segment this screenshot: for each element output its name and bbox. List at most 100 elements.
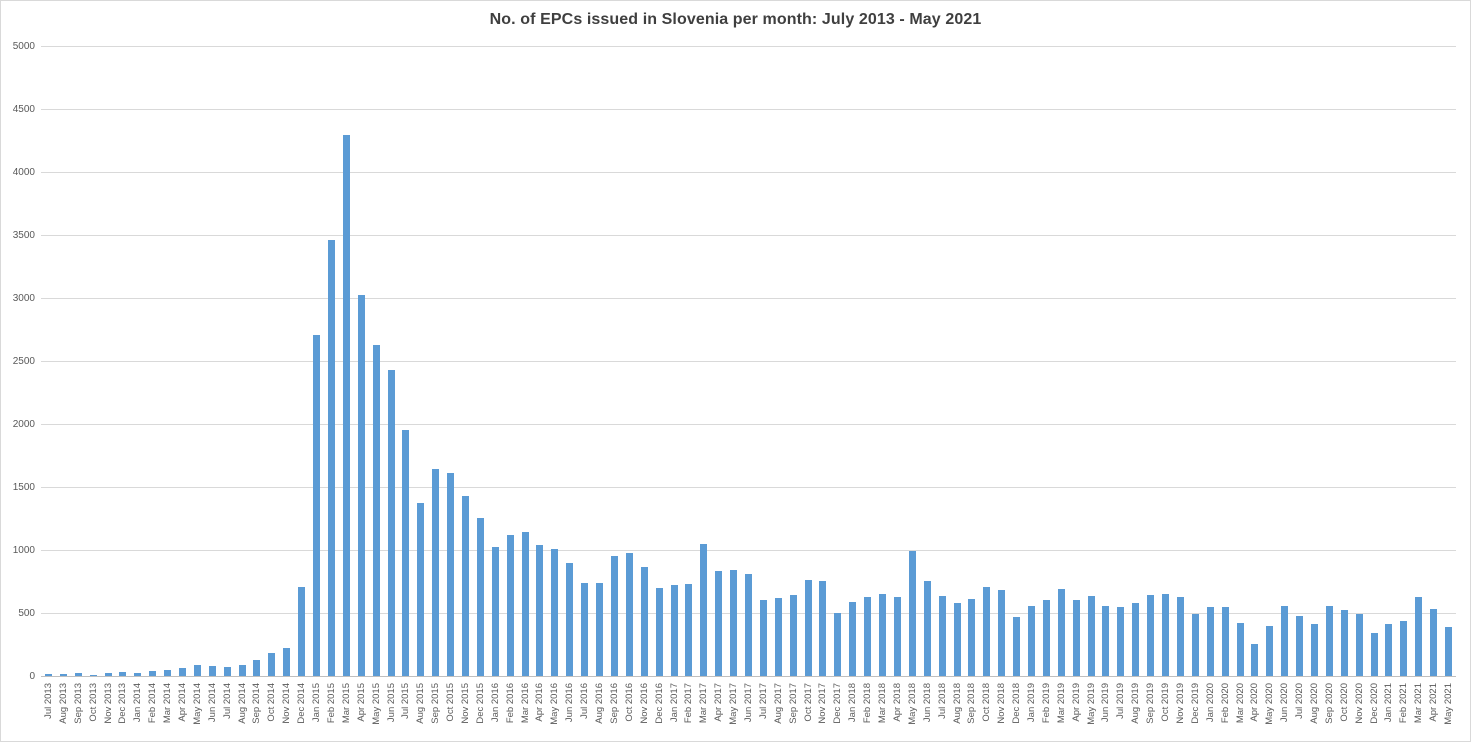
bar-nov-2013[interactable] [104,673,112,676]
bar-may-2015[interactable] [372,345,380,676]
bar-oct-2015[interactable] [447,473,455,676]
bar-mar-2017[interactable] [700,544,708,676]
bar-dec-2018[interactable] [1013,617,1021,676]
bar-jan-2020[interactable] [1206,607,1214,676]
bar-sep-2017[interactable] [789,595,797,676]
bar-jun-2017[interactable] [745,574,752,676]
bar-dec-2020[interactable] [1370,633,1378,676]
bar-aug-2016[interactable] [596,583,604,676]
bar-jan-2019[interactable] [1028,606,1035,676]
bar-apr-2020[interactable] [1251,644,1259,676]
bar-oct-2020[interactable] [1340,610,1348,676]
bar-mar-2020[interactable] [1236,623,1244,676]
bar-mar-2021[interactable] [1415,597,1423,676]
bar-aug-2017[interactable] [774,598,782,676]
bar-apr-2016[interactable] [536,545,544,676]
bar-jan-2015[interactable] [313,335,321,676]
bar-jun-2018[interactable] [923,581,931,676]
bar-jun-2016[interactable] [566,563,574,676]
bar-jul-2013[interactable] [44,674,52,676]
bar-apr-2014[interactable] [179,668,186,676]
bar-feb-2017[interactable] [685,584,693,676]
bar-aug-2015[interactable] [417,503,425,676]
bar-sep-2018[interactable] [968,599,976,676]
bar-dec-2017[interactable] [834,613,842,676]
bar-nov-2015[interactable] [462,496,469,676]
bar-nov-2018[interactable] [998,590,1006,676]
bar-aug-2013[interactable] [59,674,67,676]
bar-may-2018[interactable] [908,551,916,676]
bar-oct-2019[interactable] [1162,594,1170,676]
bar-sep-2016[interactable] [610,556,618,676]
bar-jun-2015[interactable] [387,370,395,676]
bar-may-2021[interactable] [1445,627,1453,676]
bar-mar-2019[interactable] [1057,589,1065,676]
bar-jul-2017[interactable] [759,600,767,676]
bar-oct-2017[interactable] [804,580,812,676]
bar-nov-2020[interactable] [1355,614,1363,676]
x-tick-label: Aug 2020 [1309,683,1320,724]
bar-oct-2014[interactable] [268,653,276,676]
bar-jun-2014[interactable] [208,666,216,676]
bar-jun-2019[interactable] [1102,606,1110,676]
bar-mar-2016[interactable] [521,532,529,676]
bar-sep-2013[interactable] [74,673,82,676]
x-tick-label: Apr 2020 [1249,683,1261,722]
bar-jul-2020[interactable] [1296,616,1304,676]
bar-sep-2019[interactable] [1147,595,1155,676]
bar-apr-2019[interactable] [1072,600,1080,676]
bar-apr-2017[interactable] [715,571,723,676]
bar-dec-2016[interactable] [655,588,663,676]
bar-sep-2015[interactable] [432,469,440,676]
x-tick-label: Jun 2016 [564,683,576,723]
bar-nov-2019[interactable] [1176,597,1184,676]
bar-aug-2019[interactable] [1132,603,1140,676]
x-tick-label: Sep 2016 [608,683,620,724]
bar-feb-2015[interactable] [327,240,335,676]
bar-jan-2018[interactable] [849,602,857,676]
bar-jul-2014[interactable] [223,667,231,676]
bar-feb-2019[interactable] [1042,600,1050,676]
bar-feb-2018[interactable] [864,597,872,676]
bar-jul-2015[interactable] [402,430,410,676]
bar-feb-2014[interactable] [149,671,157,676]
bar-jan-2014[interactable] [134,673,142,676]
bar-jul-2019[interactable] [1117,607,1125,676]
bar-aug-2018[interactable] [953,603,961,676]
bar-oct-2013[interactable] [89,675,97,676]
bar-nov-2016[interactable] [640,567,648,676]
bar-jan-2016[interactable] [491,547,499,676]
bar-jul-2016[interactable] [581,583,589,676]
bar-sep-2020[interactable] [1325,606,1333,676]
bar-jul-2018[interactable] [938,596,946,676]
bar-jan-2021[interactable] [1385,624,1393,676]
bar-feb-2021[interactable] [1400,621,1408,676]
bar-dec-2014[interactable] [298,587,306,676]
bar-may-2014[interactable] [193,665,201,676]
bar-jan-2017[interactable] [670,585,678,676]
bar-sep-2014[interactable] [253,660,261,676]
bar-mar-2014[interactable] [164,670,172,676]
bar-aug-2014[interactable] [238,665,246,676]
bar-nov-2014[interactable] [283,648,291,676]
bar-dec-2013[interactable] [119,672,127,676]
bar-apr-2015[interactable] [357,295,365,676]
bar-may-2020[interactable] [1266,626,1274,676]
bar-mar-2015[interactable] [342,135,350,676]
bar-oct-2016[interactable] [625,553,633,676]
bar-mar-2018[interactable] [879,594,887,676]
bar-aug-2020[interactable] [1311,624,1318,676]
bar-dec-2019[interactable] [1191,614,1199,676]
bar-oct-2018[interactable] [983,587,991,676]
bar-may-2017[interactable] [730,570,738,676]
bar-nov-2017[interactable] [819,581,827,676]
bar-apr-2021[interactable] [1430,609,1438,676]
bar-may-2019[interactable] [1087,596,1095,676]
bar-dec-2015[interactable] [476,518,484,676]
bar-feb-2016[interactable] [506,535,514,676]
y-tick-label: 2000 [12,419,35,430]
bar-jun-2020[interactable] [1281,606,1289,676]
bar-feb-2020[interactable] [1221,607,1229,676]
bar-apr-2018[interactable] [893,597,901,676]
bar-may-2016[interactable] [551,549,559,676]
